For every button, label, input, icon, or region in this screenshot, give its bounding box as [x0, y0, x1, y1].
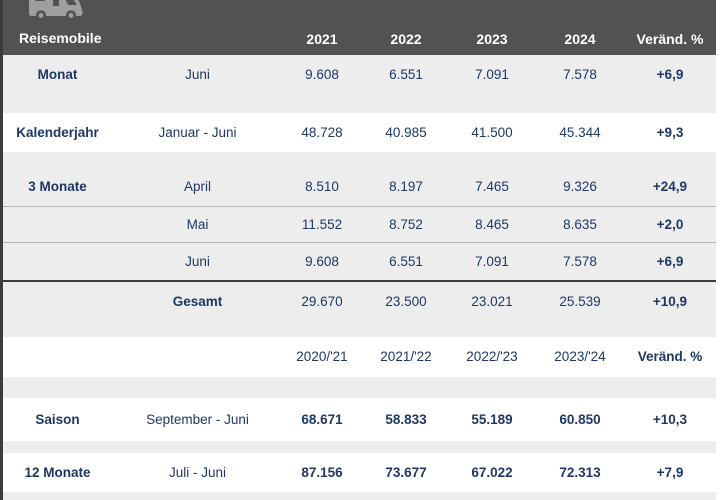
- cell-label: Monat: [37, 67, 78, 83]
- row-gesamt: Gesamt 29.670 23.500 23.021 25.539 +10,9: [0, 282, 716, 322]
- cell-value: 67.022: [471, 464, 513, 480]
- cell-period: Juni: [185, 67, 210, 83]
- cell-change: +24,9: [652, 178, 688, 194]
- total-divider: [0, 280, 716, 282]
- cell-value: 7.578: [563, 67, 597, 83]
- cell-change: +6,9: [656, 253, 684, 269]
- cell-period: Mai: [186, 216, 209, 232]
- cell-change: +2,0: [656, 216, 684, 232]
- column-header-2021: 2021: [306, 31, 338, 47]
- cell-value: 7.578: [563, 253, 597, 269]
- cell-change: +10,9: [652, 294, 688, 310]
- column-header-2020-21: 2020/'21: [296, 349, 348, 365]
- column-header-change: Veränd. %: [637, 349, 703, 365]
- cell-period: Gesamt: [172, 294, 223, 310]
- cell-value: 8.752: [389, 216, 423, 232]
- footer-strip: [0, 492, 716, 500]
- motorhome-icon: [29, 0, 83, 23]
- cell-value: 40.985: [385, 124, 427, 140]
- row-3monate-mai: Mai 11.552 8.752 8.465 8.635 +2,0: [0, 207, 716, 243]
- cell-value: 58.833: [385, 411, 427, 427]
- cell-value: 29.670: [301, 294, 343, 310]
- column-header-2021-22: 2021/'22: [380, 349, 432, 365]
- spacer: [0, 441, 716, 453]
- column-header-2023: 2023: [476, 31, 508, 47]
- cell-value: 8.465: [475, 216, 509, 232]
- cell-change: +7,9: [656, 464, 684, 480]
- cell-value: 9.608: [305, 67, 339, 83]
- cell-value: 9.326: [563, 178, 597, 194]
- cell-value: 6.551: [389, 67, 423, 83]
- cell-value: 8.635: [563, 216, 597, 232]
- row-3monate-april: 3 Monate April 8.510 8.197 7.465 9.326 +…: [0, 167, 716, 207]
- column-header-2023-24: 2023/'24: [554, 349, 606, 365]
- cell-value: 48.728: [301, 124, 343, 140]
- cell-value: 7.091: [475, 67, 509, 83]
- cell-value: 72.313: [559, 464, 601, 480]
- spacer: [0, 95, 716, 113]
- row-3monate-juni: Juni 9.608 6.551 7.091 7.578 +6,9: [0, 243, 716, 280]
- column-header-2024: 2024: [564, 31, 596, 47]
- row-kalenderjahr: Kalenderjahr Januar - Juni 48.728 40.985…: [0, 113, 716, 152]
- column-header-change: Veränd. %: [636, 31, 704, 47]
- season-header-row: 2020/'21 2021/'22 2022/'23 2023/'24 Verä…: [0, 337, 716, 377]
- cell-period: April: [183, 178, 211, 194]
- table-title: Reisemobile: [19, 30, 102, 46]
- row-monat: Monat Juni 9.608 6.551 7.091 7.578 +6,9: [0, 55, 716, 95]
- cell-value: 45.344: [559, 124, 601, 140]
- cell-value: 73.677: [385, 464, 427, 480]
- cell-change: +6,9: [656, 67, 684, 83]
- cell-value: 6.551: [389, 253, 423, 269]
- cell-value: 41.500: [471, 124, 513, 140]
- row-saison: Saison September - Juni 68.671 58.833 55…: [0, 398, 716, 441]
- cell-value: 23.500: [385, 294, 427, 310]
- table-header: Reisemobile 2021 2022 2023 2024 Veränd. …: [0, 0, 716, 55]
- cell-change: +10,3: [652, 411, 688, 427]
- cell-value: 11.552: [301, 216, 343, 232]
- cell-value: 23.021: [471, 294, 513, 310]
- cell-value: 87.156: [301, 464, 343, 480]
- cell-value: 25.539: [559, 294, 601, 310]
- cell-period: Januar - Juni: [158, 124, 237, 140]
- cell-value: 9.608: [305, 253, 339, 269]
- cell-label: Kalenderjahr: [16, 124, 99, 140]
- cell-value: 60.850: [559, 411, 601, 427]
- column-header-2022: 2022: [390, 31, 422, 47]
- cell-value: 8.197: [389, 178, 423, 194]
- cell-period: Juli - Juni: [168, 464, 227, 480]
- cell-label: 3 Monate: [28, 178, 87, 194]
- cell-value: 68.671: [301, 411, 343, 427]
- cell-value: 8.510: [305, 178, 339, 194]
- cell-value: 55.189: [471, 411, 513, 427]
- cell-change: +9,3: [656, 124, 684, 140]
- spacer: [0, 152, 716, 167]
- cell-value: 7.091: [475, 253, 509, 269]
- cell-period: September - Juni: [146, 411, 249, 427]
- cell-label: 12 Monate: [24, 464, 91, 480]
- spacer: [0, 377, 716, 398]
- row-12monate: 12 Monate Juli - Juni 87.156 73.677 67.0…: [0, 453, 716, 492]
- spacer: [0, 322, 716, 337]
- left-border: [0, 0, 3, 500]
- column-header-2022-23: 2022/'23: [466, 349, 518, 365]
- cell-value: 7.465: [475, 178, 509, 194]
- cell-label: Saison: [35, 411, 80, 427]
- cell-period: Juni: [185, 253, 210, 269]
